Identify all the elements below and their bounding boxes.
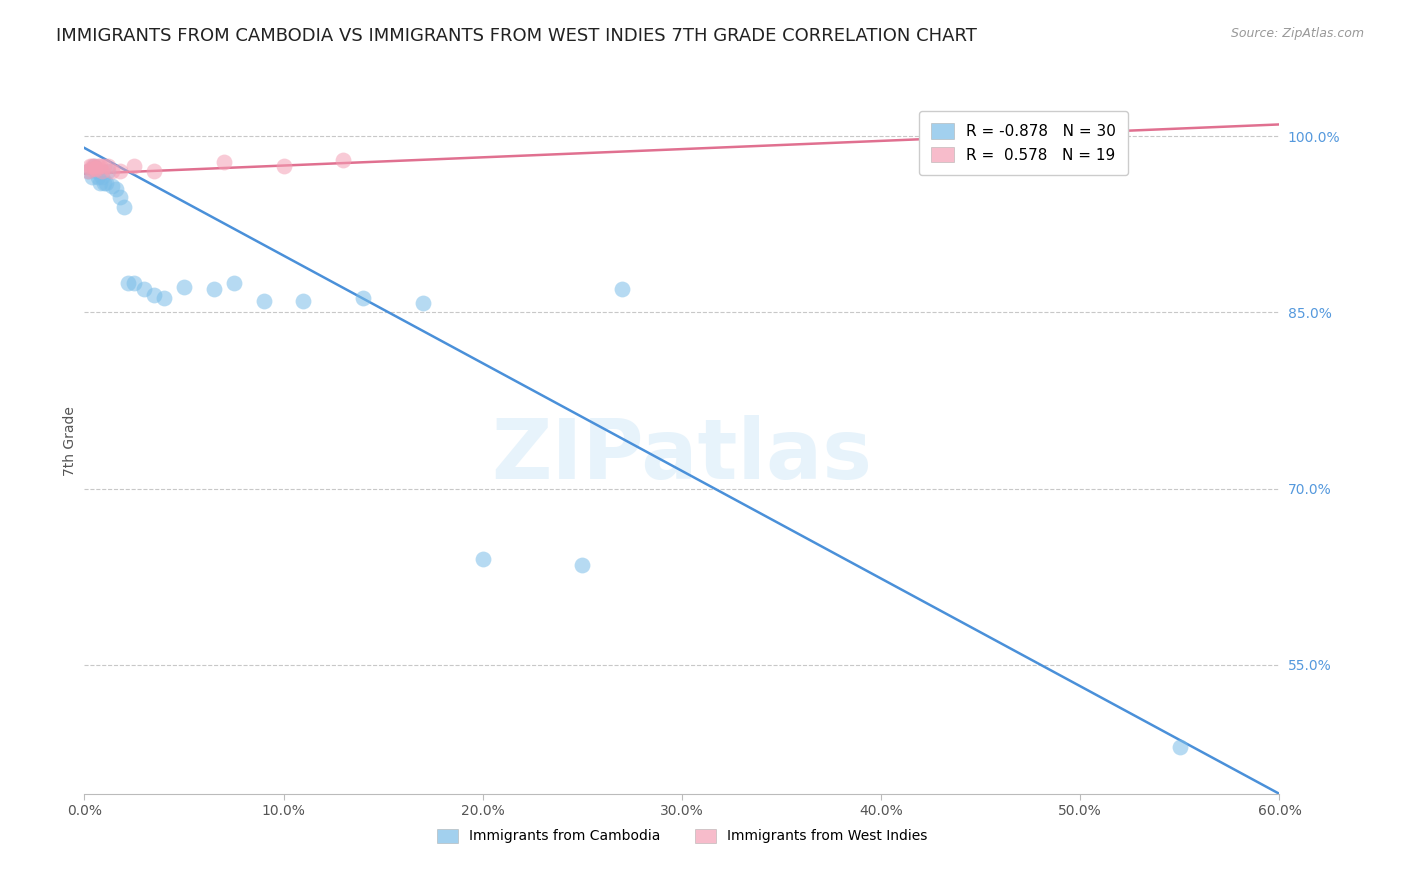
Point [1168, 739, 1191, 754]
Text: IMMIGRANTS FROM CAMBODIA VS IMMIGRANTS FROM WEST INDIES 7TH GRADE CORRELATION CH: IMMIGRANTS FROM CAMBODIA VS IMMIGRANTS F… [56, 27, 977, 45]
Point [222, 276, 245, 290]
Point [122, 159, 145, 173]
Point [101, 164, 124, 178]
Point [82, 159, 104, 173]
Point [105, 182, 128, 196]
Point [87, 159, 110, 173]
Point [91, 170, 114, 185]
Point [101, 178, 124, 193]
Point [173, 279, 195, 293]
Point [89, 176, 111, 190]
Point [77, 164, 100, 178]
Point [122, 276, 145, 290]
Text: Source: ZipAtlas.com: Source: ZipAtlas.com [1230, 27, 1364, 40]
Point [332, 153, 354, 167]
Point [79, 159, 101, 173]
Point [97, 164, 120, 178]
Point [273, 159, 295, 173]
Point [412, 296, 434, 310]
Y-axis label: 7th Grade: 7th Grade [63, 407, 77, 476]
Point [471, 552, 494, 566]
Point [84, 161, 107, 175]
Point [77, 164, 100, 178]
Point [292, 293, 315, 308]
Point [112, 200, 135, 214]
Point [86, 164, 108, 178]
Point [80, 162, 103, 177]
Point [91, 164, 114, 178]
Point [571, 558, 593, 572]
Point [612, 282, 634, 296]
Point [96, 176, 118, 190]
Point [153, 291, 176, 305]
Point [143, 287, 166, 301]
Point [352, 291, 374, 305]
Point [82, 170, 104, 185]
Point [143, 164, 166, 178]
Text: ZIPatlas: ZIPatlas [492, 415, 872, 496]
Point [132, 282, 156, 296]
Point [87, 170, 110, 185]
Point [83, 159, 105, 173]
Point [86, 162, 108, 177]
Legend: Immigrants from Cambodia, Immigrants from West Indies: Immigrants from Cambodia, Immigrants fro… [430, 822, 934, 850]
Point [110, 190, 132, 204]
Point [93, 159, 115, 173]
Point [117, 276, 139, 290]
Point [253, 293, 276, 308]
Point [212, 155, 235, 169]
Point [93, 176, 115, 190]
Point [202, 282, 225, 296]
Point [89, 159, 111, 173]
Point [110, 164, 132, 178]
Point [97, 159, 120, 173]
Point [83, 159, 105, 173]
